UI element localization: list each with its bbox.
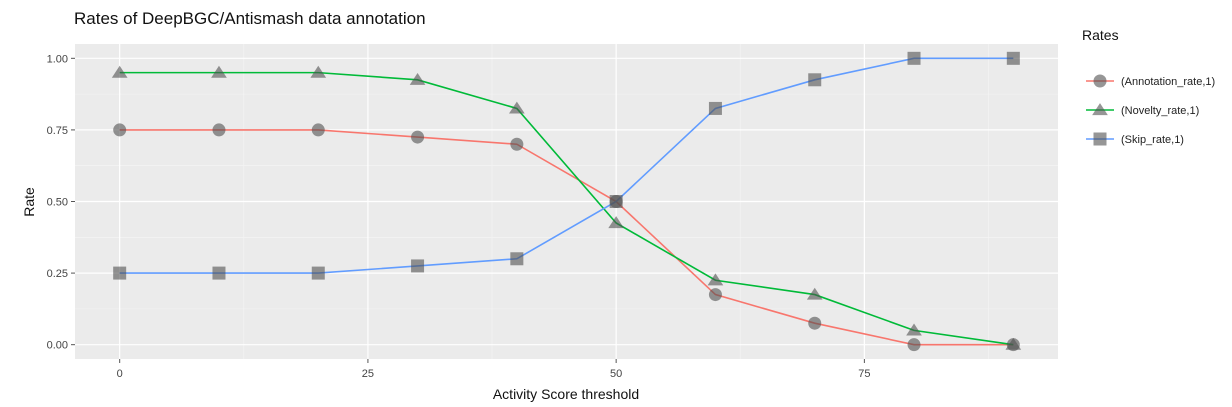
- legend-key-marker: [1093, 74, 1107, 88]
- data-point: [510, 137, 524, 151]
- y-tick-label: 0.50: [47, 197, 68, 209]
- data-point: [113, 123, 127, 137]
- series-line: [119, 57, 1014, 274]
- legend-label: (Annotation_rate,1): [1121, 76, 1215, 88]
- data-point: [509, 101, 525, 114]
- data-point: [311, 266, 325, 280]
- data-point: [411, 259, 425, 273]
- y-tick-label: 0.75: [47, 125, 68, 137]
- data-point: [1006, 51, 1020, 65]
- data-point: [707, 273, 724, 286]
- data-point: [409, 72, 426, 85]
- axes: 0 25 50 75 0.00 0.25 0.50 0.75 1.00: [47, 53, 871, 380]
- data-point: [510, 252, 524, 266]
- y-tick-label: 0.25: [47, 268, 68, 280]
- series-line: [119, 129, 1014, 346]
- data-point: [708, 288, 722, 302]
- data-point: [310, 65, 327, 78]
- legend-key-marker: [1093, 132, 1107, 146]
- legend-key-marker: [1092, 103, 1108, 116]
- x-tick-label: 0: [117, 368, 123, 380]
- data-point: [806, 287, 823, 300]
- data-point: [311, 123, 325, 137]
- series-line: [119, 71, 1014, 346]
- data-point: [906, 323, 922, 336]
- data-point: [808, 316, 822, 330]
- data-point: [609, 195, 623, 208]
- x-tick-label: 25: [362, 368, 374, 380]
- data-point: [211, 65, 227, 78]
- y-axis-title: Rate: [21, 187, 37, 217]
- data-point: [907, 51, 921, 65]
- data-point: [907, 338, 921, 352]
- data-point: [111, 65, 128, 78]
- legend: Rates (Annotation_rate,1) (Novelty_rate,1…: [1082, 27, 1215, 146]
- y-tick-label: 0.00: [47, 340, 68, 352]
- data-point: [411, 130, 425, 144]
- data-point: [708, 101, 722, 115]
- x-tick-label: 50: [610, 368, 622, 380]
- x-axis-title: Activity Score threshold: [493, 386, 639, 402]
- data-point: [808, 73, 822, 87]
- chart-title: Rates of DeepBGC/Antismash data annotati…: [74, 9, 426, 28]
- data-point: [1005, 337, 1022, 350]
- y-tick-label: 1.00: [47, 53, 68, 65]
- legend-label: (Novelty_rate,1): [1121, 105, 1199, 117]
- legend-label: (Skip_rate,1): [1121, 134, 1184, 146]
- data-point: [212, 266, 226, 280]
- legend-title: Rates: [1082, 27, 1119, 43]
- x-tick-label: 75: [858, 368, 870, 380]
- series-markers: [111, 51, 1022, 352]
- data-point: [212, 123, 226, 137]
- series-lines: [119, 57, 1014, 346]
- data-point: [608, 216, 624, 229]
- data-point: [113, 266, 127, 280]
